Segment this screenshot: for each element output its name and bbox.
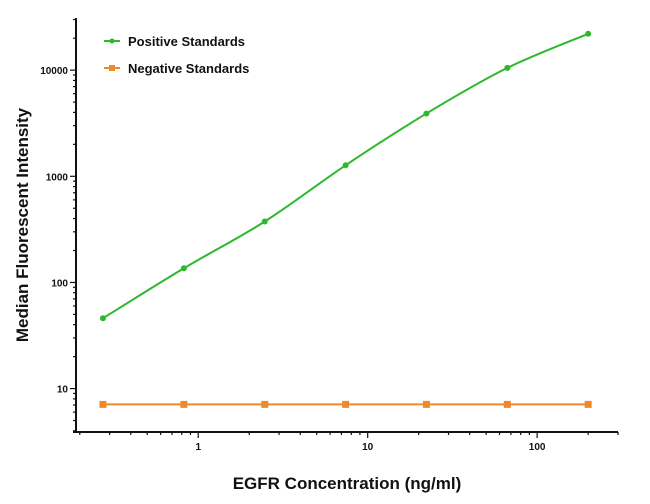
legend-marker [109,65,115,71]
positive-standards-point [261,218,268,225]
negative-standards-point [342,400,350,408]
negative-standards-point [422,400,430,408]
y-axis-label: Median Fluorescent Intensity [13,107,32,342]
positive-standards-point [504,64,511,71]
legend-label-negative-standards: Negative Standards [128,61,249,76]
negative-standards-point [261,400,269,408]
positive-standards-point [342,162,349,169]
y-tick-label: 1000 [46,172,69,183]
y-tick-label: 100 [51,278,68,289]
positive-standards-point [99,315,106,322]
negative-standards-point [584,400,592,408]
positive-standards-point [180,265,187,272]
negative-standards-point [503,400,511,408]
positive-standards-point [585,30,592,37]
negative-standards-point [180,400,188,408]
legend-label-positive-standards: Positive Standards [128,34,245,49]
positive-standards-point [423,110,430,117]
axes: 1 10 100 10 100 1000 10000 [40,18,619,453]
x-axis-label: EGFR Concentration (ng/ml) [233,474,462,493]
x-tick-label: 10 [362,442,374,453]
legend: Positive Standards Negative Standards [104,34,249,76]
x-tick-label: 100 [529,442,546,453]
y-tick-label: 10000 [40,66,68,77]
series-group [99,30,592,408]
negative-standards-point [99,400,107,408]
x-tick-label: 1 [195,442,201,453]
y-tick-label: 10 [57,385,69,396]
legend-marker [109,38,115,44]
positive-standards-line [102,32,589,320]
